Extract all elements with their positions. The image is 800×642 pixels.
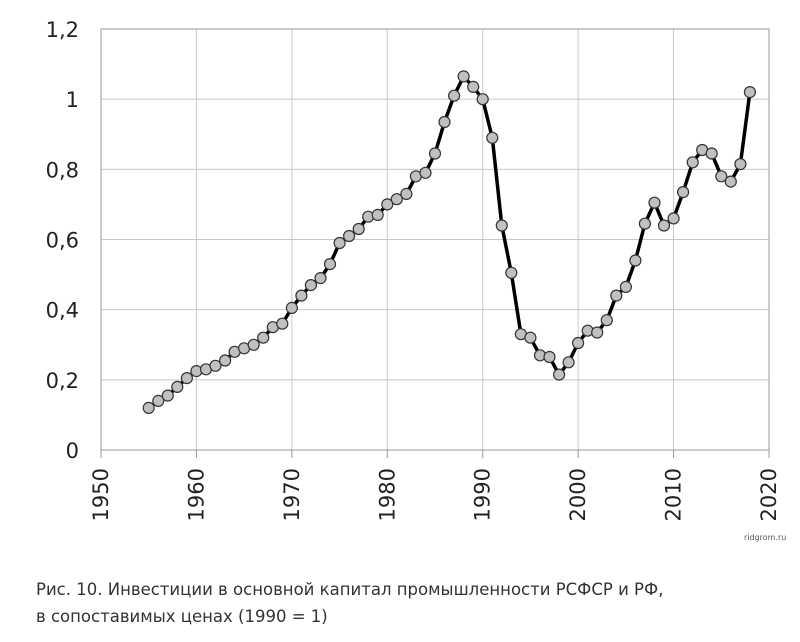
x-tick-label: 1990 <box>471 468 495 521</box>
line-chart: 0 0,2 0,4 0,6 0,8 1 1,2 1950 1960 1970 1980 1990 20… <box>46 18 781 521</box>
data-point <box>209 359 222 372</box>
data-point <box>524 331 537 344</box>
x-tick-label: 2020 <box>757 468 781 521</box>
data-point <box>638 217 652 230</box>
x-tick-label: 1970 <box>280 468 304 521</box>
data-point <box>610 289 623 302</box>
data-point <box>247 338 260 351</box>
data-point <box>352 222 365 236</box>
y-tick-label: 0,6 <box>46 229 79 253</box>
caption-line-1: Рис. 10. Инвестиции в основной капитал п… <box>36 580 664 599</box>
data-point <box>667 212 680 225</box>
y-tick-label: 1,2 <box>46 18 79 42</box>
data-point <box>400 187 413 200</box>
data-point <box>724 175 737 188</box>
data-point <box>686 156 699 169</box>
data-point <box>438 115 451 129</box>
data-point <box>486 131 499 144</box>
data-point <box>304 279 317 292</box>
data-point <box>571 336 585 350</box>
x-tick-label: 1980 <box>375 468 399 521</box>
x-axis: 1950 1960 1970 1980 1990 2000 2010 2020 <box>89 450 781 521</box>
data-point <box>505 266 518 279</box>
series-investment <box>142 70 757 414</box>
y-tick-label: 0,4 <box>46 299 79 323</box>
figure-caption: Рис. 10. Инвестиции в основной капитал п… <box>36 576 776 630</box>
data-point <box>591 326 604 339</box>
data-point <box>705 147 718 160</box>
data-point <box>219 354 232 367</box>
data-point <box>371 208 384 221</box>
x-tick-label: 1950 <box>89 468 113 521</box>
x-tick-label: 2010 <box>662 468 686 521</box>
data-point <box>552 368 566 381</box>
data-point <box>142 401 155 414</box>
data-point <box>180 372 193 385</box>
caption-line-2: в сопоставимых ценах (1990 = 1) <box>36 607 328 626</box>
y-tick-label: 1 <box>66 88 79 112</box>
data-point <box>419 166 432 179</box>
data-point <box>161 389 174 402</box>
data-point <box>562 356 575 369</box>
data-point <box>457 70 470 83</box>
x-tick-label: 2000 <box>566 468 590 521</box>
y-tick-label: 0 <box>66 439 79 463</box>
data-point <box>676 186 690 199</box>
y-tick-label: 0,8 <box>46 158 79 182</box>
data-point <box>495 219 508 232</box>
data-point <box>600 314 613 327</box>
y-tick-label: 0,2 <box>46 369 79 393</box>
x-tick-label: 1960 <box>184 468 208 521</box>
data-point <box>381 198 394 211</box>
data-point <box>448 89 461 102</box>
data-point <box>467 80 480 94</box>
data-point <box>390 193 403 206</box>
data-point <box>152 394 165 407</box>
data-point <box>257 331 270 344</box>
data-point <box>343 229 356 243</box>
data-point <box>314 272 327 285</box>
plot-area <box>100 28 770 451</box>
data-point <box>285 301 298 314</box>
grid-lines <box>101 29 769 450</box>
data-point <box>543 350 556 364</box>
data-point <box>333 236 346 250</box>
data-point <box>619 280 633 293</box>
data-point <box>323 258 337 271</box>
data-point <box>743 85 757 99</box>
data-point <box>657 219 671 232</box>
data-point <box>629 254 642 267</box>
data-point <box>276 317 289 330</box>
data-point <box>715 170 728 183</box>
data-point <box>648 196 661 209</box>
data-point <box>428 147 442 160</box>
data-point <box>476 93 489 106</box>
data-point <box>734 158 747 171</box>
data-point <box>171 380 184 393</box>
data-point <box>295 289 308 302</box>
watermark: ridgrom.ru <box>744 533 787 542</box>
series-line <box>147 74 752 410</box>
y-axis: 0 0,2 0,4 0,6 0,8 1 1,2 <box>46 18 79 463</box>
